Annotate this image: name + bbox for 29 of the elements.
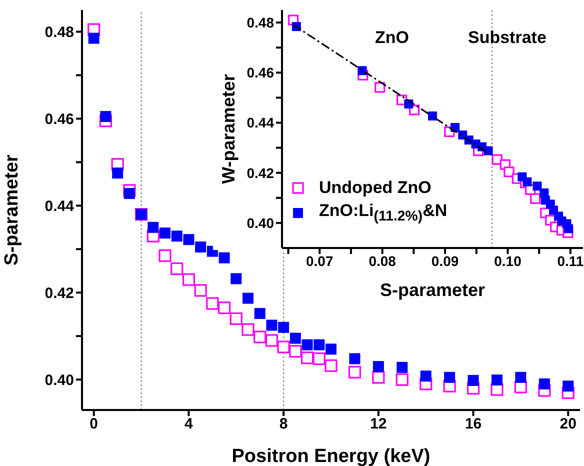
x-tick-label: 0.08 xyxy=(368,252,396,269)
annotation: ZnO xyxy=(375,28,409,48)
x-axis-title: S-parameter xyxy=(380,280,486,300)
y-tick-label: 0.48 xyxy=(44,24,74,42)
x-tick-label: 0 xyxy=(90,416,98,433)
x-tick-label: 20 xyxy=(560,416,576,433)
y-tick-label: 0.44 xyxy=(44,198,75,215)
y-tick-label: 0.46 xyxy=(44,111,74,128)
y-tick-label: 0.42 xyxy=(44,284,74,302)
x-axis-title: Positron Energy (keV) xyxy=(232,446,430,466)
x-tick-label: 8 xyxy=(279,416,288,433)
annotation: Substrate xyxy=(468,28,546,48)
x-tick-label: 0.10 xyxy=(494,252,522,269)
legend-label: Undoped ZnO xyxy=(319,178,432,198)
x-tick-label: 0.09 xyxy=(431,252,459,269)
x-tick-label: 0.11 xyxy=(557,252,584,269)
legend-label: ZnO:Li$_{(11.2%)}$&N xyxy=(319,201,448,224)
y-tick-label: 0.40 xyxy=(246,214,274,231)
y-tick-label: 0.44 xyxy=(246,114,274,131)
y-tick-label: 0.46 xyxy=(246,64,274,81)
y-axis-title: W-parameter xyxy=(218,74,238,184)
x-tick-label: 0.07 xyxy=(306,252,334,269)
x-tick-label: 16 xyxy=(464,416,482,433)
x-tick-label: 12 xyxy=(370,416,387,433)
y-tick-label: 0.48 xyxy=(246,14,274,30)
y-tick-label: 0.40 xyxy=(44,372,74,389)
x-tick-label: 4 xyxy=(184,416,194,433)
y-tick-label: 0.42 xyxy=(246,164,274,181)
y-axis-title: S-parameter xyxy=(2,154,23,266)
